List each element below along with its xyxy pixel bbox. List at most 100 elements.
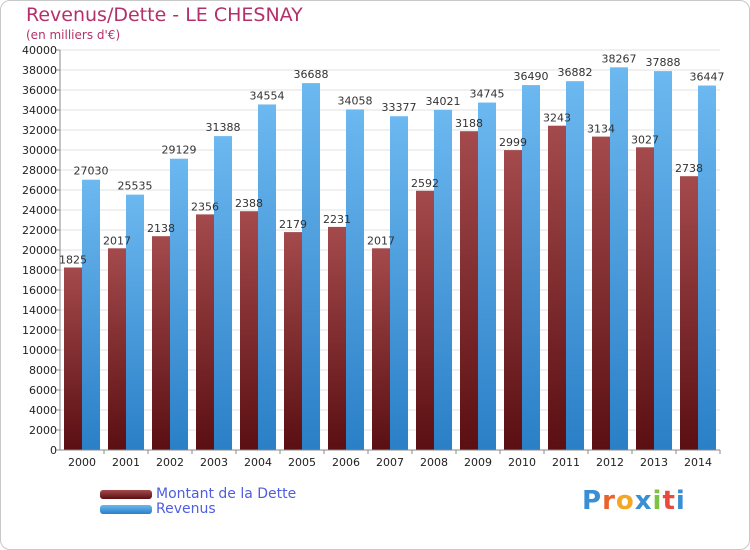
data-label-revenue-2012: 38267 xyxy=(602,52,637,65)
bar-debt-2008 xyxy=(416,190,434,451)
x-tick-label-2002: 2002 xyxy=(156,456,184,469)
x-tick-label-2010: 2010 xyxy=(508,456,536,469)
y-tick-label: 16000 xyxy=(22,284,57,297)
data-label-revenue-2001: 25535 xyxy=(118,180,153,193)
bar-revenue-2000 xyxy=(82,179,100,450)
chart-title: Revenus/Dette - LE CHESNAY xyxy=(26,4,303,26)
y-tick-label: 32000 xyxy=(22,124,57,137)
logo-letter: i xyxy=(652,486,663,516)
y-tick-label: 12000 xyxy=(22,324,57,337)
y-tick-label: 2000 xyxy=(29,424,57,437)
y-axis: 0 2000 4000 6000 8000 10000 12000 14000 16000 180… xyxy=(22,44,61,457)
bar-revenue-2006 xyxy=(346,109,364,451)
x-tick-label-2006: 2006 xyxy=(332,456,360,469)
x-axis: 2000 2001 2002 2003 2004 2005 2006 2007 2008 2009… xyxy=(60,449,721,469)
chart-subtitle: (en milliers d'€) xyxy=(26,28,121,42)
logo-letter: r xyxy=(602,486,616,516)
data-label-debt-2001: 2017 xyxy=(103,234,131,247)
bar-debt-2012 xyxy=(592,136,610,450)
bar-debt-2013 xyxy=(636,147,654,451)
y-tick-label: 4000 xyxy=(29,404,57,417)
data-label-debt-2000: 1825 xyxy=(59,254,87,267)
data-label-debt-2013: 3027 xyxy=(631,133,659,146)
bar-revenue-2014 xyxy=(698,85,716,450)
logo-letter: x xyxy=(634,486,653,516)
data-label-revenue-2014: 36447 xyxy=(690,71,725,84)
bar-debt-2004 xyxy=(240,211,258,450)
x-tick-label-2003: 2003 xyxy=(200,456,228,469)
legend-swatch-revenue xyxy=(100,505,152,514)
bar-revenue-2001 xyxy=(126,194,144,450)
y-tick-label: 6000 xyxy=(29,384,57,397)
data-label-debt-2008: 2592 xyxy=(411,177,439,190)
bar-revenue-2012 xyxy=(610,67,628,450)
y-tick-label: 40000 xyxy=(22,44,57,57)
data-label-debt-2006: 2231 xyxy=(323,213,351,226)
bar-revenue-2004 xyxy=(258,104,276,451)
logo-letter: o xyxy=(615,486,635,516)
legend-swatch-debt xyxy=(100,490,152,499)
bar-revenue-2003 xyxy=(214,136,232,450)
bar-revenue-2011 xyxy=(566,81,584,451)
y-tick-label: 36000 xyxy=(22,84,57,97)
bar-revenue-2005 xyxy=(302,83,320,451)
data-label-debt-2007: 2017 xyxy=(367,234,395,247)
data-label-revenue-2007: 33377 xyxy=(382,101,417,114)
y-tick-label: 28000 xyxy=(22,164,57,177)
logo-letter: P xyxy=(582,486,603,516)
bar-debt-2003 xyxy=(196,214,214,450)
data-label-revenue-2010: 36490 xyxy=(514,70,549,83)
bar-debt-2010 xyxy=(504,150,522,450)
bar-debt-2011 xyxy=(548,125,566,450)
legend-label-revenue: Revenus xyxy=(156,501,216,517)
bar-debt-2005 xyxy=(284,232,302,450)
y-tick-label: 24000 xyxy=(22,204,57,217)
data-label-debt-2014: 2738 xyxy=(675,162,703,175)
x-tick-label-2014: 2014 xyxy=(684,456,712,469)
y-tick-label: 0 xyxy=(50,444,57,457)
bar-debt-2006 xyxy=(328,226,346,450)
data-label-debt-2002: 2138 xyxy=(147,222,175,235)
data-label-debt-2009: 3188 xyxy=(455,117,483,130)
y-tick-label: 8000 xyxy=(29,364,57,377)
y-tick-label: 26000 xyxy=(22,184,57,197)
x-tick-label-2009: 2009 xyxy=(464,456,492,469)
y-tick-label: 22000 xyxy=(22,224,57,237)
logo-letter: i xyxy=(675,486,686,516)
data-label-debt-2012: 3134 xyxy=(587,123,615,136)
bar-revenue-2013 xyxy=(654,71,672,451)
y-tick-label: 10000 xyxy=(22,344,57,357)
data-label-revenue-2002: 29129 xyxy=(162,144,197,157)
data-label-revenue-2005: 36688 xyxy=(294,68,329,81)
bar-debt-2009 xyxy=(460,131,478,450)
x-tick-label-2005: 2005 xyxy=(288,456,316,469)
x-tick-label-2013: 2013 xyxy=(640,456,668,469)
y-tick-label: 18000 xyxy=(22,264,57,277)
y-tick-label: 38000 xyxy=(22,64,57,77)
bar-debt-2007 xyxy=(372,248,390,450)
proxiti-logo: Proxiti xyxy=(582,486,686,516)
x-tick-label-2000: 2000 xyxy=(68,456,96,469)
x-tick-label-2001: 2001 xyxy=(112,456,140,469)
bar-debt-2014 xyxy=(680,176,698,450)
data-label-revenue-2003: 31388 xyxy=(206,121,241,134)
x-tick-label-2011: 2011 xyxy=(552,456,580,469)
data-label-revenue-2009: 34745 xyxy=(470,88,505,101)
x-tick-label-2007: 2007 xyxy=(376,456,404,469)
data-label-debt-2010: 2999 xyxy=(499,136,527,149)
bar-revenue-2009 xyxy=(478,102,496,451)
bar-debt-2000 xyxy=(64,267,82,450)
bar-revenue-2008 xyxy=(434,109,452,450)
bar-revenue-2002 xyxy=(170,158,188,450)
x-tick-label-2004: 2004 xyxy=(244,456,272,469)
data-label-debt-2004: 2388 xyxy=(235,197,263,210)
y-tick-label: 34000 xyxy=(22,104,57,117)
data-label-debt-2011: 3243 xyxy=(543,112,571,125)
data-label-revenue-2000: 27030 xyxy=(74,165,109,178)
data-label-revenue-2008: 34021 xyxy=(426,95,461,108)
x-tick-label-2008: 2008 xyxy=(420,456,448,469)
bar-revenue-2010 xyxy=(522,85,540,450)
bar-revenue-2007 xyxy=(390,116,408,450)
y-tick-label: 30000 xyxy=(22,144,57,157)
